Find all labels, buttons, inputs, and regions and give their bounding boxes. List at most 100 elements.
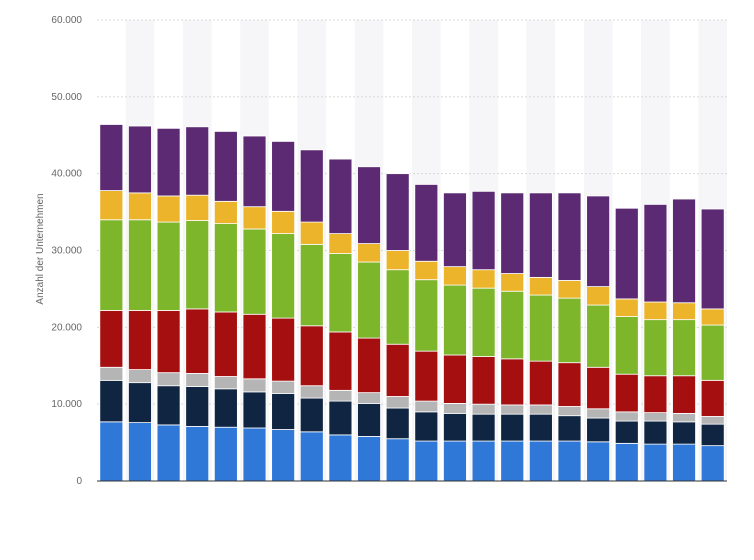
bar-segment-series-2 (500, 413, 525, 442)
bar-segment-series-3 (213, 376, 238, 390)
bar-segment-series-2 (271, 393, 296, 430)
bar-segment-series-7 (185, 126, 210, 196)
bar-segment-series-4 (672, 375, 696, 414)
bar-segment-series-7 (700, 208, 725, 310)
bar-segment-series-3 (471, 403, 496, 415)
bar-segment-series-1 (672, 443, 696, 482)
bar-segment-series-7 (357, 166, 381, 244)
bar-segment-series-6 (299, 221, 324, 245)
bar-segment-series-1 (385, 438, 410, 482)
bar-segment-series-1 (99, 421, 124, 482)
bar-segment-series-4 (213, 311, 238, 377)
bar-segment-series-3 (185, 373, 210, 387)
bar-segment-series-4 (128, 310, 152, 370)
y-tick-label: 50.000 (51, 92, 82, 103)
bar-segment-series-1 (500, 440, 525, 482)
bar-segment-series-6 (643, 301, 668, 321)
bar-segment-series-3 (614, 411, 639, 422)
bar-segment-series-3 (700, 416, 725, 425)
bar-segment-series-5 (586, 304, 611, 368)
bar-segment-series-7 (586, 195, 611, 288)
bar-segment-series-6 (414, 260, 439, 281)
bar-segment-series-2 (328, 400, 353, 436)
bar-segment-series-3 (128, 369, 152, 384)
bar-segment-series-4 (471, 356, 496, 405)
bar-segment-series-7 (385, 173, 410, 251)
bar-segment-series-4 (557, 362, 582, 407)
bar-segment-series-7 (557, 192, 582, 281)
bar-segment-series-7 (271, 140, 296, 212)
bar-stack (414, 184, 439, 482)
bar-segment-series-3 (557, 406, 582, 417)
bar-segment-series-2 (557, 415, 582, 442)
bar-segment-series-3 (99, 366, 124, 381)
bar-segment-series-2 (128, 382, 152, 424)
bar-segment-series-2 (586, 417, 611, 443)
bar-segment-series-4 (185, 308, 210, 374)
bar-segment-series-5 (414, 279, 439, 352)
bar-segment-series-2 (156, 385, 181, 426)
bar-segment-series-1 (213, 426, 238, 482)
bar-segment-series-5 (700, 324, 725, 381)
bar-stack (328, 158, 353, 482)
bar-segment-series-6 (185, 194, 210, 221)
bar-stack (557, 192, 582, 482)
bar-stack (443, 192, 467, 482)
bar-segment-series-7 (471, 190, 496, 271)
bar-segment-series-4 (700, 379, 725, 417)
bar-segment-series-1 (643, 443, 668, 482)
bar-segment-series-5 (443, 284, 467, 356)
bar-segment-series-2 (213, 388, 238, 428)
bar-segment-series-5 (528, 294, 553, 362)
bar-segment-series-4 (414, 350, 439, 402)
bar-segment-series-7 (156, 127, 181, 197)
bar-segment-series-1 (614, 442, 639, 482)
bar-segment-series-3 (385, 396, 410, 409)
bar-segment-series-3 (643, 412, 668, 422)
bar-stack (700, 208, 725, 482)
bar-segment-series-1 (299, 431, 324, 482)
bar-segment-series-5 (99, 219, 124, 311)
bar-segment-series-7 (213, 131, 238, 202)
bar-segment-series-6 (128, 192, 152, 221)
bar-stack (528, 192, 553, 482)
bar-segment-series-3 (242, 378, 267, 393)
bar-segment-series-1 (242, 427, 267, 482)
y-tick-label: 0 (76, 476, 82, 487)
bar-segment-series-2 (242, 391, 267, 429)
bar-segment-series-6 (385, 250, 410, 271)
bar-segment-series-5 (557, 297, 582, 364)
bar-segment-series-5 (357, 261, 381, 339)
bar-segment-series-5 (242, 228, 267, 315)
bar-segment-series-7 (500, 192, 525, 274)
bar-segment-series-3 (357, 392, 381, 404)
bar-segment-series-6 (357, 243, 381, 263)
bar-segment-series-3 (299, 385, 324, 399)
bar-segment-series-3 (528, 404, 553, 415)
bar-segment-series-3 (586, 408, 611, 419)
bar-segment-series-4 (385, 343, 410, 397)
bar-segment-series-4 (357, 337, 381, 394)
y-tick-label: 40.000 (51, 169, 82, 180)
bar-stack (500, 192, 525, 482)
bar-segment-series-3 (672, 412, 696, 423)
bar-segment-series-5 (213, 223, 238, 313)
bar-segment-series-5 (271, 233, 296, 319)
bar-segment-series-5 (614, 316, 639, 375)
bar-segment-series-5 (500, 290, 525, 360)
bar-segment-series-7 (299, 149, 324, 223)
bar-segment-series-3 (500, 404, 525, 415)
bar-segment-series-6 (528, 276, 553, 296)
bar-segment-series-1 (271, 429, 296, 482)
bar-segment-series-6 (271, 210, 296, 234)
bar-segment-series-6 (500, 273, 525, 292)
y-tick-label: 30.000 (51, 246, 82, 257)
bar-segment-series-4 (99, 310, 124, 368)
bar-segment-series-6 (586, 286, 611, 306)
bar-segment-series-5 (156, 221, 181, 311)
bar-stack (156, 127, 181, 482)
bar-segment-series-4 (528, 360, 553, 406)
bar-segment-series-5 (672, 319, 696, 377)
bar-stack (185, 126, 210, 482)
bar-segment-series-2 (414, 411, 439, 442)
